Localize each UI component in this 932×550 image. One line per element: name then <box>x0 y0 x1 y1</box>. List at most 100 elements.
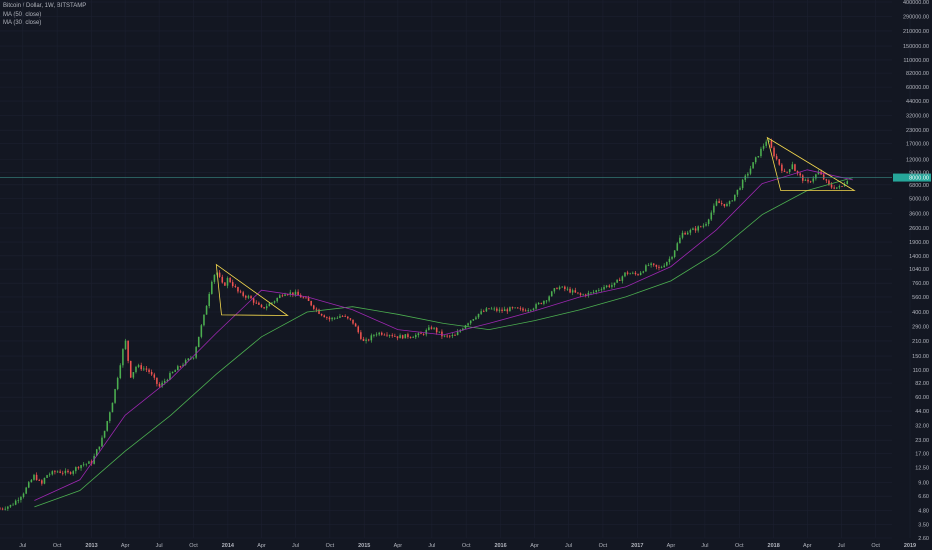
x-tick-label: Jul <box>19 543 26 549</box>
candle-body <box>349 318 352 320</box>
y-tick-label: 17.00 <box>915 452 929 458</box>
candle-body <box>822 174 825 180</box>
candle-body <box>624 272 626 277</box>
candle-body <box>545 300 548 302</box>
candle-body <box>85 463 88 465</box>
candle-body <box>522 308 524 311</box>
candle-body <box>456 331 459 336</box>
candle-body <box>221 276 224 283</box>
candle-body <box>140 365 142 370</box>
candle-body <box>757 156 760 158</box>
candle-body <box>438 331 441 333</box>
candle-body <box>679 237 681 244</box>
candle-body <box>835 187 838 189</box>
candle-body <box>781 164 783 171</box>
candle-body <box>14 500 17 505</box>
candle-body <box>509 307 511 312</box>
time-axis[interactable]: Jul Oct 2013 Apr Jul Oct 2014 Apr Jul Oct 2015 Apr J… <box>19 543 916 549</box>
candle-body <box>783 170 786 172</box>
candle-body <box>166 379 169 382</box>
y-tick-label: 12.50 <box>915 466 929 472</box>
candle-body <box>59 471 61 473</box>
candle-body <box>791 164 794 170</box>
candle-body <box>454 335 456 336</box>
candle-body <box>799 173 801 176</box>
price-label-bg <box>893 173 931 182</box>
candle-body <box>838 186 841 188</box>
candle-body <box>684 232 686 235</box>
candle-body <box>715 201 718 206</box>
price-axis[interactable]: 400000.00 290000.00 210000.00 150000.00 1100… <box>903 0 929 542</box>
candle-body <box>258 302 260 305</box>
candle-body <box>153 374 156 378</box>
candle-body <box>713 205 715 213</box>
candle-body <box>396 336 399 339</box>
candle-body <box>69 472 72 474</box>
candle-body <box>255 302 258 304</box>
candle-body <box>67 470 69 473</box>
candle-body <box>718 201 720 204</box>
candle-body <box>150 371 153 375</box>
candle-body <box>391 335 394 337</box>
candle-body <box>734 194 736 201</box>
candle-body <box>208 293 210 306</box>
candle-body <box>747 173 749 176</box>
candle-body <box>778 159 781 165</box>
x-tick-label: Oct <box>599 543 608 549</box>
candle-body <box>132 372 135 378</box>
candle-body <box>352 319 354 324</box>
candle-body <box>114 389 116 403</box>
y-tick-label: 760.00 <box>912 281 929 287</box>
candle-body <box>388 335 391 336</box>
y-tick-label: 23000.00 <box>906 128 929 134</box>
candle-body <box>284 294 286 296</box>
candle-body <box>158 383 161 387</box>
candle-body <box>433 327 435 329</box>
candle-body <box>98 446 101 450</box>
candle-body <box>550 291 553 297</box>
candle-body <box>344 316 346 317</box>
candle-body <box>524 310 527 312</box>
candle-body <box>184 360 187 365</box>
candle-body <box>673 250 676 258</box>
candle-body <box>326 317 328 319</box>
x-tick-label: Oct <box>462 543 471 549</box>
candle-body <box>804 179 807 181</box>
candle-body <box>187 358 190 361</box>
grid-lines <box>0 0 911 539</box>
candle-body <box>472 319 475 321</box>
candle-body <box>294 291 297 295</box>
candle-body <box>135 366 137 373</box>
candle-body <box>203 314 205 326</box>
y-tick-label: 400.00 <box>912 310 929 316</box>
candle-body <box>318 309 320 314</box>
y-tick-label: 150000.00 <box>903 44 929 50</box>
candle-body <box>639 272 642 276</box>
candle-body <box>668 258 671 263</box>
candle-body <box>88 461 90 464</box>
candle-body <box>127 340 129 361</box>
candle-body <box>54 471 56 473</box>
candle-body <box>749 168 752 174</box>
candle-body <box>401 335 404 339</box>
candle-body <box>561 286 563 288</box>
candle-body <box>307 297 310 302</box>
y-tick-label: 1900.00 <box>909 240 929 246</box>
candle-body <box>12 504 14 506</box>
y-tick-label: 23.00 <box>915 438 929 444</box>
y-tick-label: 60.00 <box>915 395 929 401</box>
candle-body <box>590 292 592 294</box>
candle-body <box>341 316 344 317</box>
candle-body <box>595 290 597 293</box>
candle-body <box>592 292 595 293</box>
x-tick-label: Oct <box>53 543 62 549</box>
y-tick-label: 2.60 <box>918 536 929 542</box>
candle-body <box>137 365 140 367</box>
candle-body <box>506 309 509 312</box>
y-tick-label: 9000.00 <box>909 170 929 176</box>
candle-body <box>817 171 820 175</box>
candle-body <box>475 317 477 320</box>
candle-body <box>226 277 229 286</box>
x-tick-label: Apr <box>667 543 676 549</box>
